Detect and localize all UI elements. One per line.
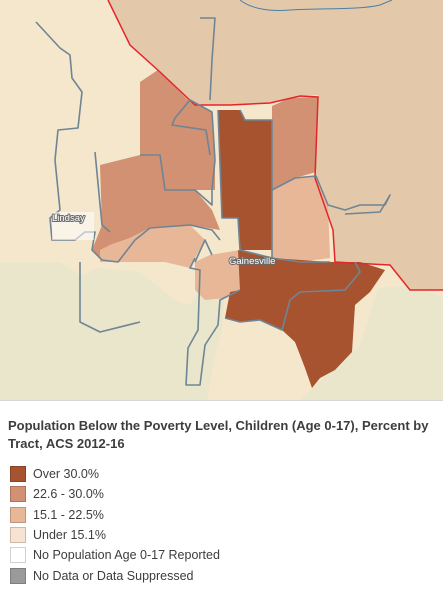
legend-item-no-data: No Data or Data Suppressed <box>10 565 220 585</box>
legend-swatch <box>10 527 26 544</box>
legend-item-no-population: No Population Age 0-17 Reported <box>10 545 220 565</box>
lowland-area <box>0 262 225 400</box>
legend-label: 15.1 - 22.5% <box>33 507 104 522</box>
legend-item-under-15: Under 15.1% <box>10 525 220 545</box>
tract-22-30-north <box>140 70 215 190</box>
tract-15-22-southwest <box>100 225 205 268</box>
legend-label: No Population Age 0-17 Reported <box>33 548 220 563</box>
legend-swatch <box>10 466 26 483</box>
lindsay-area <box>52 212 94 240</box>
tract-over-30-south <box>225 250 385 388</box>
legend-item-over-30: Over 30.0% <box>10 464 220 484</box>
adjacent-county <box>108 0 443 290</box>
legend-list: Over 30.0% 22.6 - 30.0% 15.1 - 22.5% Und… <box>10 464 220 586</box>
map-panel[interactable]: Lindsay Gainesville <box>0 0 443 400</box>
legend-label: No Data or Data Suppressed <box>33 568 194 583</box>
legend-label: 22.6 - 30.0% <box>33 487 104 502</box>
tract-15-22-center <box>195 250 240 300</box>
legend-item-15-22: 15.1 - 22.5% <box>10 505 220 525</box>
legend: Population Below the Poverty Level, Chil… <box>0 400 443 599</box>
legend-swatch <box>10 547 26 564</box>
lake-edge <box>239 0 393 11</box>
legend-title: Population Below the Poverty Level, Chil… <box>8 418 429 451</box>
lowland-area-east <box>300 286 443 400</box>
gainesville-label: Gainesville <box>229 256 275 267</box>
legend-swatch <box>10 567 26 584</box>
tract-over-30-central <box>218 110 272 250</box>
legend-label: Over 30.0% <box>33 467 100 482</box>
legend-swatch <box>10 486 26 503</box>
county-border <box>107 0 443 291</box>
lindsay-label: Lindsay <box>52 213 85 224</box>
tract-15-22-east <box>272 176 330 262</box>
legend-item-22-30: 22.6 - 30.0% <box>10 484 220 504</box>
tract-22-30-west <box>92 155 220 258</box>
tract-outlines <box>35 17 391 386</box>
poverty-map[interactable]: Lindsay Gainesville <box>0 0 443 400</box>
tract-22-30-east <box>272 97 318 190</box>
legend-label: Under 15.1% <box>33 528 106 543</box>
legend-swatch <box>10 506 26 523</box>
